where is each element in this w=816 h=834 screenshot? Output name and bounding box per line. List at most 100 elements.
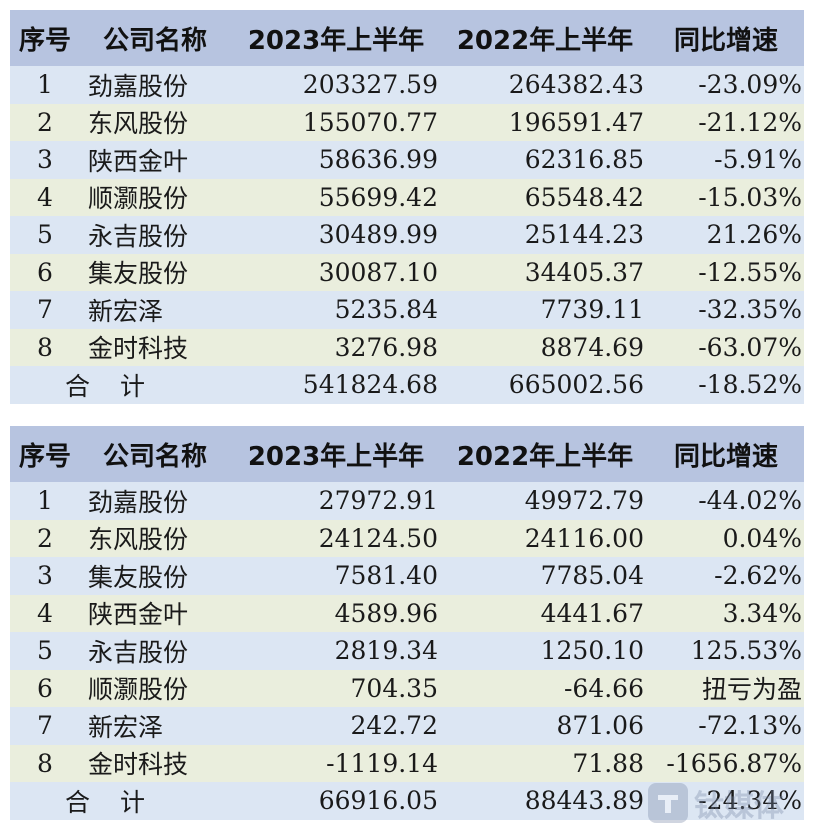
yoy-growth: -5.91% <box>648 141 804 179</box>
value-2023h1: 55699.42 <box>230 178 442 216</box>
profit-table: 序号 公司名称 2023年上半年 2022年上半年 同比增速 1 劲嘉股份 2797… <box>10 426 804 820</box>
table-row: 1 劲嘉股份 203327.59 264382.43 -23.09% <box>10 66 804 104</box>
table-row: 4 陕西金叶 4589.96 4441.67 3.34% <box>10 594 804 632</box>
company-name: 永吉股份 <box>80 216 230 254</box>
row-number: 7 <box>10 707 80 745</box>
company-name: 东风股份 <box>80 519 230 557</box>
row-number: 6 <box>10 253 80 291</box>
value-2023h1: 155070.77 <box>230 103 442 141</box>
table-row: 5 永吉股份 30489.99 25144.23 21.26% <box>10 216 804 254</box>
value-2022h1: 4441.67 <box>442 594 648 632</box>
header-row: 序号 公司名称 2023年上半年 2022年上半年 同比增速 <box>10 10 804 66</box>
table-row: 8 金时科技 -1119.14 71.88 -1656.87% <box>10 744 804 782</box>
company-name: 劲嘉股份 <box>80 66 230 104</box>
value-2022h1: 264382.43 <box>442 66 648 104</box>
header-company: 公司名称 <box>80 426 230 482</box>
value-2022h1: 34405.37 <box>442 253 648 291</box>
table-row: 2 东风股份 155070.77 196591.47 -21.12% <box>10 103 804 141</box>
row-number: 4 <box>10 594 80 632</box>
row-number: 4 <box>10 178 80 216</box>
yoy-growth: -44.02% <box>648 482 804 520</box>
company-name: 顺灏股份 <box>80 178 230 216</box>
row-number: 5 <box>10 632 80 670</box>
value-2023h1: 4589.96 <box>230 594 442 632</box>
value-2022h1: 8874.69 <box>442 328 648 366</box>
company-name: 劲嘉股份 <box>80 482 230 520</box>
company-name: 新宏泽 <box>80 707 230 745</box>
company-name: 金时科技 <box>80 328 230 366</box>
value-2023h1: -1119.14 <box>230 744 442 782</box>
row-number: 2 <box>10 519 80 557</box>
value-2022h1: 65548.42 <box>442 178 648 216</box>
row-number: 2 <box>10 103 80 141</box>
yoy-growth: -2.62% <box>648 557 804 595</box>
table-row: 8 金时科技 3276.98 8874.69 -63.07% <box>10 328 804 366</box>
total-2022h1: 88443.89 <box>442 782 648 820</box>
yoy-growth: -1656.87% <box>648 744 804 782</box>
header-2022h1: 2022年上半年 <box>442 426 648 482</box>
row-number: 8 <box>10 744 80 782</box>
value-2022h1: -64.66 <box>442 669 648 707</box>
company-name: 永吉股份 <box>80 632 230 670</box>
value-2022h1: 871.06 <box>442 707 648 745</box>
table-row: 1 劲嘉股份 27972.91 49972.79 -44.02% <box>10 482 804 520</box>
table-row: 7 新宏泽 242.72 871.06 -72.13% <box>10 707 804 745</box>
row-number: 3 <box>10 557 80 595</box>
value-2023h1: 30087.10 <box>230 253 442 291</box>
header-no: 序号 <box>10 10 80 66</box>
value-2023h1: 58636.99 <box>230 141 442 179</box>
row-number: 7 <box>10 291 80 329</box>
total-2023h1: 66916.05 <box>230 782 442 820</box>
company-name: 陕西金叶 <box>80 141 230 179</box>
value-2022h1: 24116.00 <box>442 519 648 557</box>
value-2023h1: 704.35 <box>230 669 442 707</box>
row-number: 3 <box>10 141 80 179</box>
table-row: 4 顺灏股份 55699.42 65548.42 -15.03% <box>10 178 804 216</box>
header-row: 序号 公司名称 2023年上半年 2022年上半年 同比增速 <box>10 426 804 482</box>
value-2023h1: 5235.84 <box>230 291 442 329</box>
total-yoy: -24.34% <box>648 782 804 820</box>
tmt-logo-icon <box>648 783 688 823</box>
table-row: 6 顺灏股份 704.35 -64.66 扭亏为盈 <box>10 669 804 707</box>
watermark: 钛媒体 <box>648 780 808 826</box>
value-2023h1: 203327.59 <box>230 66 442 104</box>
table-row: 6 集友股份 30087.10 34405.37 -12.55% <box>10 253 804 291</box>
value-2022h1: 1250.10 <box>442 632 648 670</box>
company-name: 新宏泽 <box>80 291 230 329</box>
total-row: 合计 541824.68 665002.56 -18.52% <box>10 366 804 404</box>
yoy-growth: 扭亏为盈 <box>648 669 804 707</box>
yoy-growth: -23.09% <box>648 66 804 104</box>
value-2022h1: 71.88 <box>442 744 648 782</box>
total-row: 合计 66916.05 88443.89 -24.34% <box>10 782 804 820</box>
yoy-growth: -12.55% <box>648 253 804 291</box>
table-row: 5 永吉股份 2819.34 1250.10 125.53% <box>10 632 804 670</box>
value-2022h1: 7739.11 <box>442 291 648 329</box>
header-yoy: 同比增速 <box>648 10 804 66</box>
value-2023h1: 27972.91 <box>230 482 442 520</box>
total-2023h1: 541824.68 <box>230 366 442 404</box>
yoy-growth: -32.35% <box>648 291 804 329</box>
table-row: 3 陕西金叶 58636.99 62316.85 -5.91% <box>10 141 804 179</box>
header-2022h1: 2022年上半年 <box>442 10 648 66</box>
total-2022h1: 665002.56 <box>442 366 648 404</box>
yoy-growth: -72.13% <box>648 707 804 745</box>
header-2023h1: 2023年上半年 <box>230 10 442 66</box>
value-2023h1: 2819.34 <box>230 632 442 670</box>
yoy-growth: 21.26% <box>648 216 804 254</box>
watermark-text: 钛媒体 <box>694 789 784 824</box>
value-2023h1: 24124.50 <box>230 519 442 557</box>
company-name: 集友股份 <box>80 253 230 291</box>
yoy-growth: 3.34% <box>648 594 804 632</box>
header-no: 序号 <box>10 426 80 482</box>
company-name: 集友股份 <box>80 557 230 595</box>
value-2022h1: 49972.79 <box>442 482 648 520</box>
total-label: 合计 <box>10 782 230 820</box>
yoy-growth: -63.07% <box>648 328 804 366</box>
value-2022h1: 62316.85 <box>442 141 648 179</box>
value-2023h1: 3276.98 <box>230 328 442 366</box>
table-row: 3 集友股份 7581.40 7785.04 -2.62% <box>10 557 804 595</box>
row-number: 1 <box>10 66 80 104</box>
row-number: 8 <box>10 328 80 366</box>
row-number: 5 <box>10 216 80 254</box>
value-2023h1: 30489.99 <box>230 216 442 254</box>
